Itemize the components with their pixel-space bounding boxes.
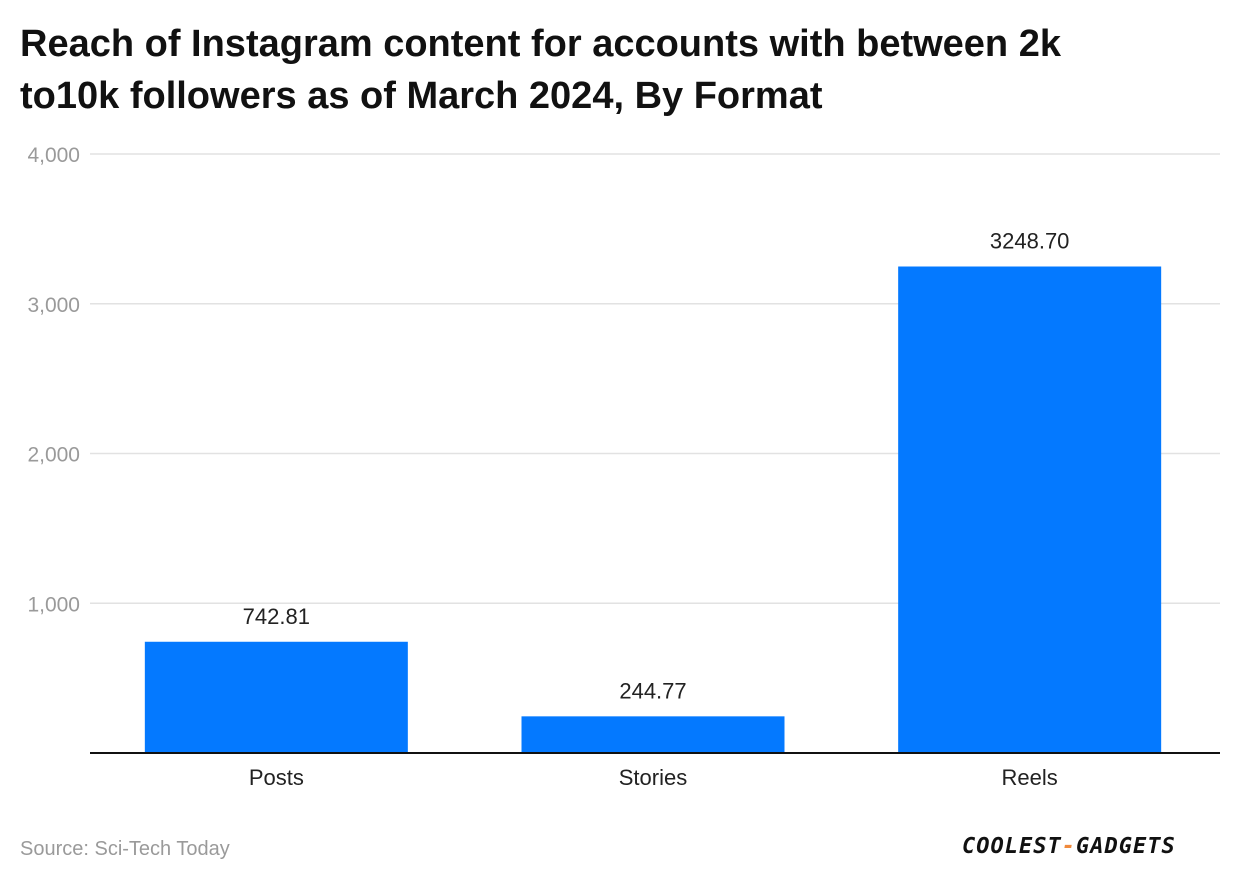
data-label-posts: 742.81 xyxy=(243,604,310,629)
x-tick-label-stories: Stories xyxy=(619,765,687,790)
chart-title: Reach of Instagram content for accounts … xyxy=(20,18,1220,122)
chart-title-line-1: Reach of Instagram content for accounts … xyxy=(20,23,1061,65)
bar-reels xyxy=(898,266,1162,753)
source-note: Source: Sci-Tech Today xyxy=(20,838,230,860)
bar-posts xyxy=(144,641,408,753)
coolest-gadgets-logo: COOLEST-GADGETS xyxy=(962,834,1176,859)
y-tick-label-4000: 4,000 xyxy=(27,144,80,167)
y-tick-label-3000: 3,000 xyxy=(27,294,80,317)
data-label-reels: 3248.70 xyxy=(990,229,1070,254)
y-tick-label-1000: 1,000 xyxy=(27,593,80,616)
logo-separator: - xyxy=(1061,834,1076,859)
data-label-stories: 244.77 xyxy=(619,678,686,703)
x-tick-label-reels: Reels xyxy=(1002,765,1058,790)
logo-text-part2: GADGETS xyxy=(1075,834,1176,859)
logo-text-part1: COOLEST xyxy=(962,834,1062,859)
chart-title-line-2: to10k followers as of March 2024, By For… xyxy=(20,75,823,117)
bar-stories xyxy=(521,716,785,753)
y-tick-label-2000: 2,000 xyxy=(27,444,80,467)
x-tick-label-posts: Posts xyxy=(249,765,304,790)
